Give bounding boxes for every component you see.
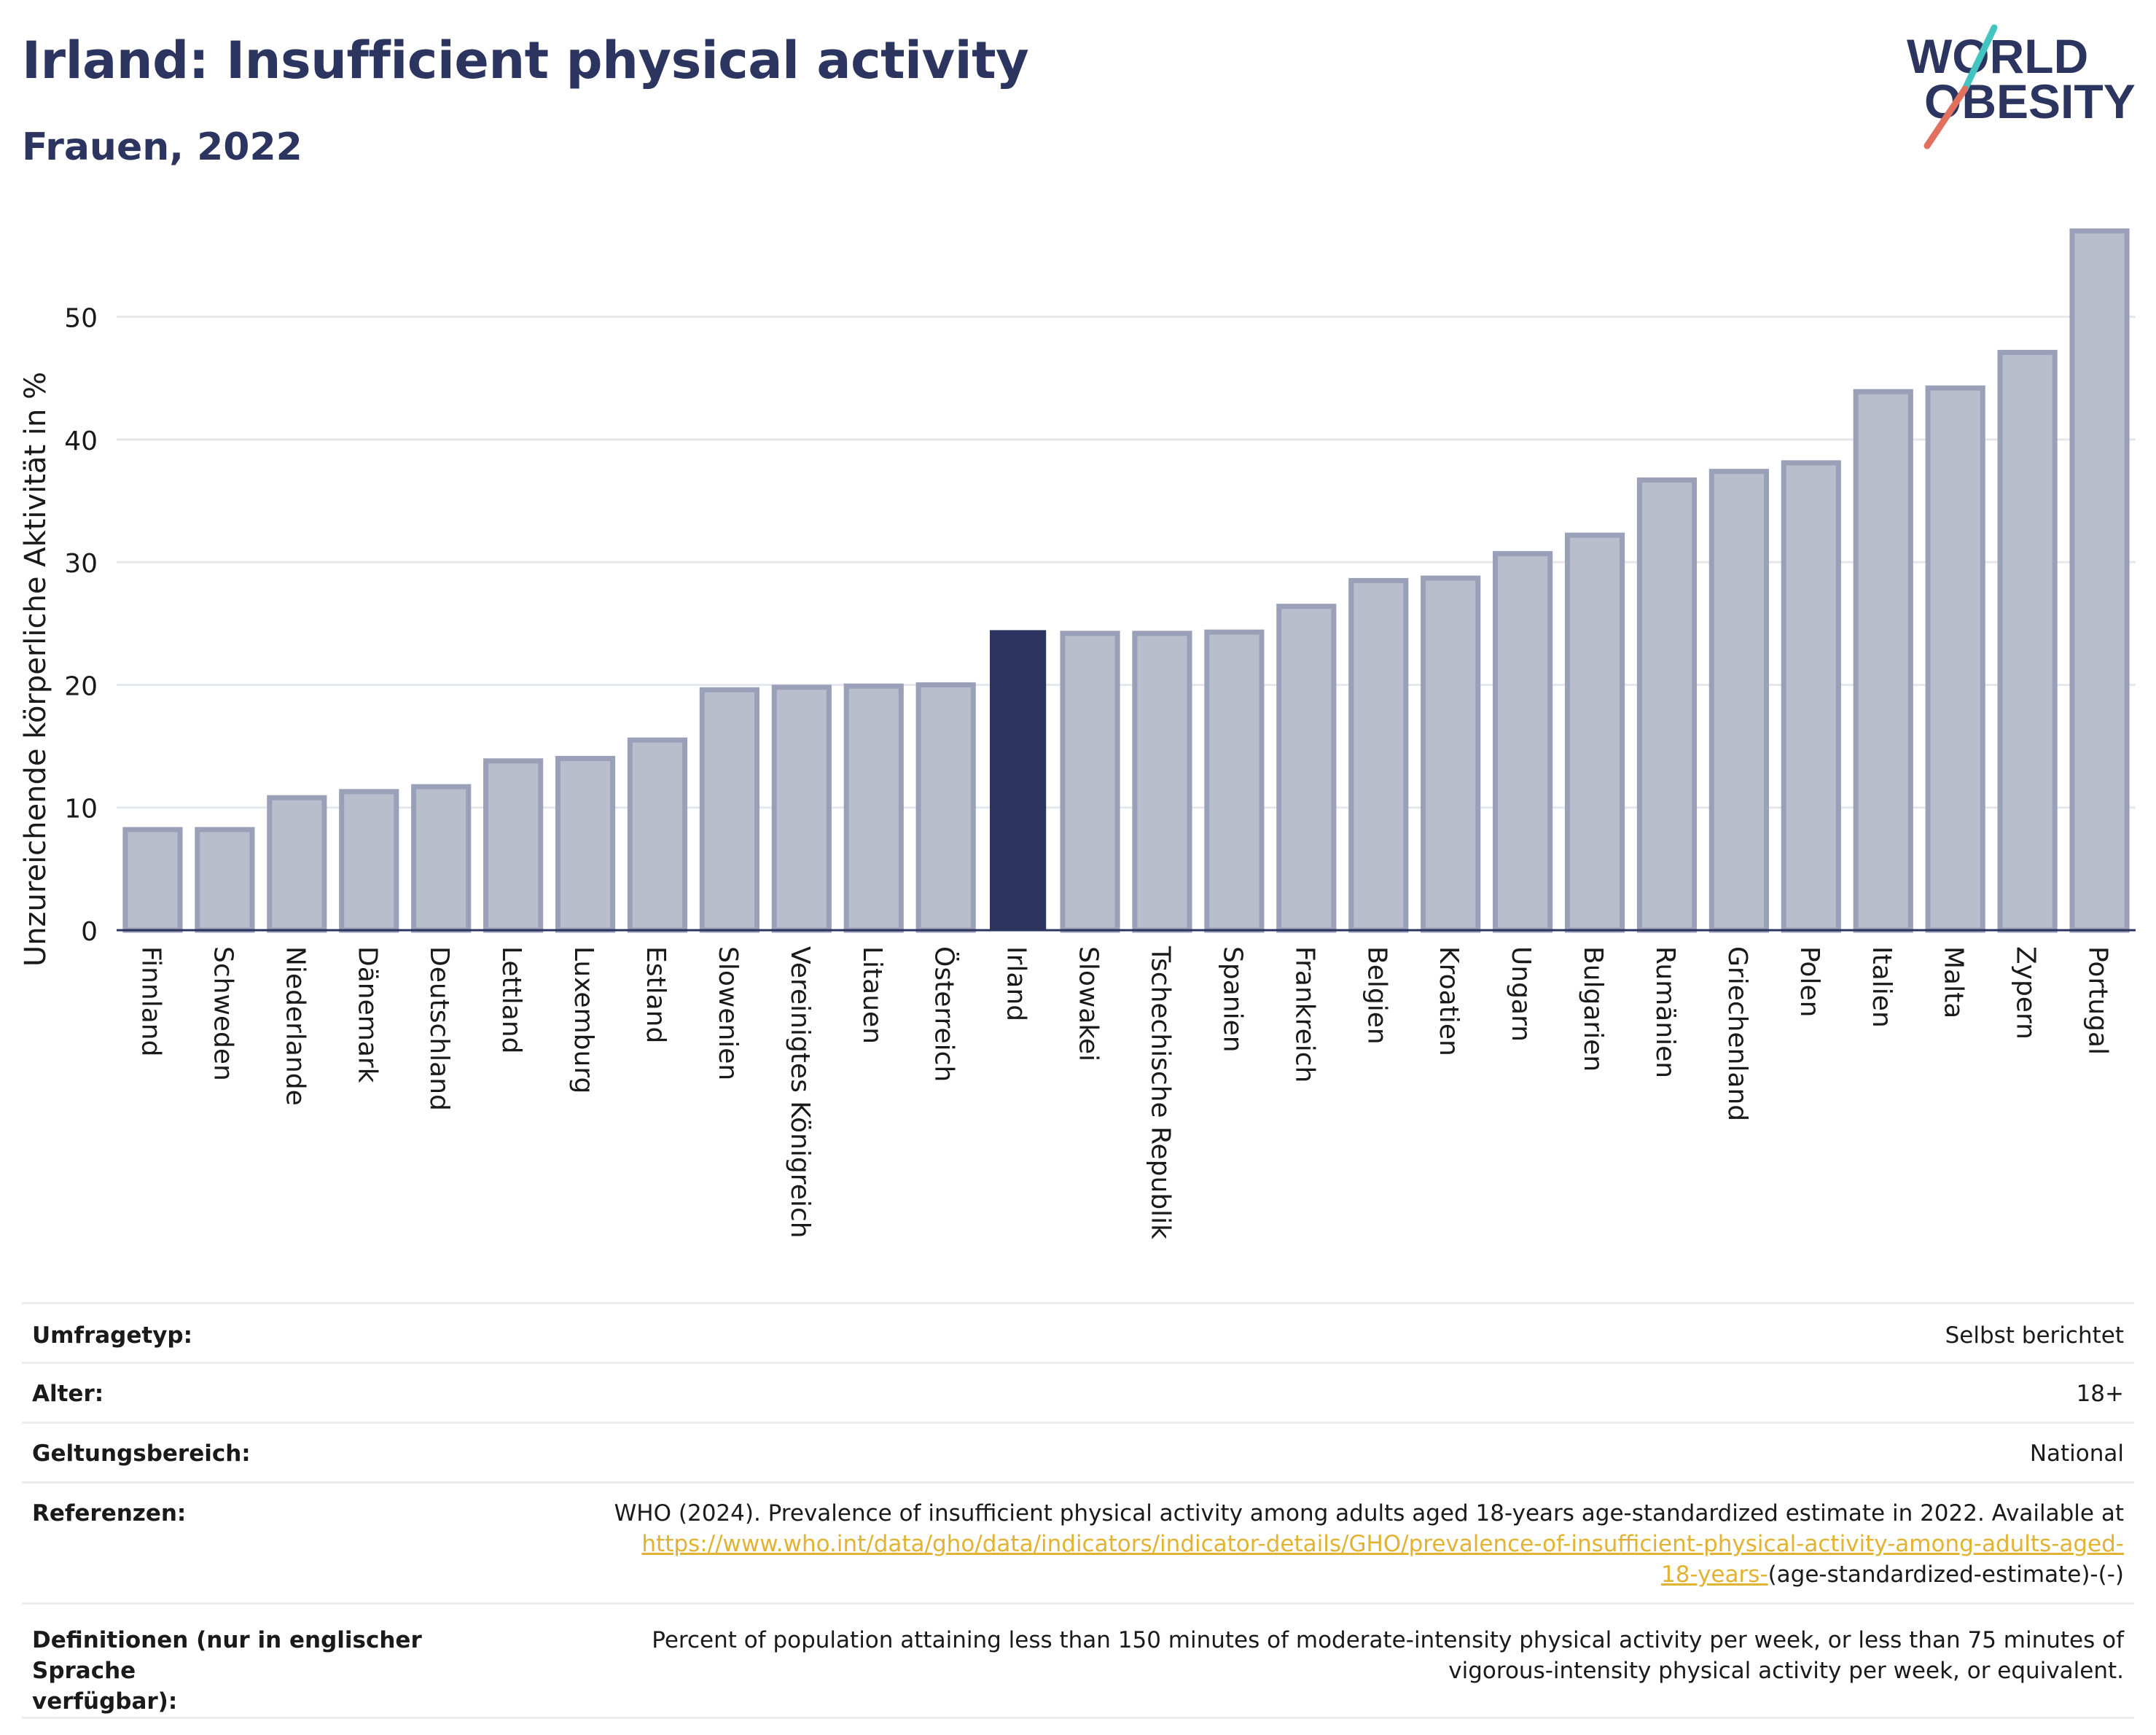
bar-rumänien bbox=[1636, 477, 1698, 933]
bar-griechenland bbox=[1708, 469, 1769, 933]
bar-niederlande bbox=[267, 795, 327, 933]
y-tick-label: 40 bbox=[64, 426, 98, 456]
x-tick-label: Schweden bbox=[208, 946, 238, 1081]
bar-tschechische-republik bbox=[1132, 631, 1192, 933]
y-axis-label: Unzureichende körperliche Aktivität in % bbox=[19, 372, 52, 967]
x-tick-label: Belgien bbox=[1362, 946, 1391, 1045]
bar-bulgarien bbox=[1564, 532, 1625, 933]
meta-label: Geltungsbereich: bbox=[22, 1422, 532, 1483]
bar-lettland bbox=[483, 758, 544, 933]
references-text: WHO (2024). Prevalence of insufficient p… bbox=[614, 1500, 2124, 1527]
bar-vereinigtes-königreich bbox=[771, 685, 832, 933]
x-tick-label: Dänemark bbox=[352, 946, 382, 1083]
bar-spanien bbox=[1204, 629, 1265, 933]
bar-ungarn bbox=[1493, 550, 1553, 933]
bar-portugal bbox=[2069, 228, 2130, 933]
x-tick-label: Bulgarien bbox=[1578, 946, 1608, 1072]
x-tick-label: Luxemburg bbox=[569, 946, 598, 1093]
bar-slowenien bbox=[699, 687, 759, 933]
x-tick-label: Portugal bbox=[2083, 946, 2113, 1055]
bar-irland bbox=[990, 630, 1047, 932]
bar-schweden bbox=[195, 827, 255, 933]
page-subtitle: Frauen, 2022 bbox=[22, 125, 302, 169]
bar-belgien bbox=[1348, 577, 1409, 933]
meta-row-age: Alter: 18+ bbox=[22, 1362, 2134, 1423]
meta-row-scope: Geltungsbereich: National bbox=[22, 1422, 2134, 1483]
x-tick-label: Litauen bbox=[857, 946, 887, 1044]
bar-dänemark bbox=[339, 789, 399, 933]
bar-malta bbox=[1925, 385, 1985, 933]
bar-österreich bbox=[915, 682, 976, 933]
x-tick-label: Rumänien bbox=[1650, 946, 1680, 1078]
x-tick-label: Vereinigtes Königreich bbox=[785, 946, 815, 1239]
page-title: Irland: Insufficient physical activity bbox=[22, 31, 1029, 90]
meta-label: Referenzen: bbox=[22, 1481, 532, 1604]
references-link[interactable]: https://www.who.int/data/gho/data/indica… bbox=[641, 1531, 2124, 1588]
x-tick-label: Estland bbox=[641, 946, 671, 1043]
x-tick-label: Malta bbox=[1939, 946, 1969, 1018]
x-tick-label: Polen bbox=[1794, 946, 1824, 1017]
x-tick-label: Irland bbox=[1001, 946, 1031, 1021]
metadata-table: Umfragetyp: Selbst berichtet Alter: 18+ … bbox=[22, 1302, 2134, 1719]
bar-chart: 0 10 20 30 40 50 Finnland Schweden Niederlande D… bbox=[19, 228, 2136, 1239]
y-tick-label: 50 bbox=[64, 304, 98, 334]
x-tick-label: Spanien bbox=[1217, 946, 1247, 1053]
meta-row-references: Referenzen: WHO (2024). Prevalence of in… bbox=[22, 1481, 2134, 1604]
x-tick-label: Deutschland bbox=[424, 946, 454, 1111]
x-tick-label: Niederlande bbox=[280, 946, 310, 1106]
logo-slash-coral bbox=[1923, 85, 1969, 149]
y-axis-ticks: 0 10 20 30 40 50 bbox=[64, 304, 98, 947]
references-suffix: (age-standardized-estimate)-(-) bbox=[1768, 1562, 2124, 1588]
x-tick-label: Griechenland bbox=[1722, 946, 1752, 1121]
bar-polen bbox=[1781, 460, 1841, 933]
bars bbox=[122, 228, 2130, 933]
meta-row-definitions: Definitionen (nur in englischer Sprache v… bbox=[22, 1602, 2134, 1719]
world-obesity-logo: WORLD OBESITY bbox=[1907, 24, 2136, 149]
meta-value: 18+ bbox=[532, 1362, 2134, 1423]
meta-value: Selbst berichtet bbox=[532, 1302, 2134, 1363]
y-tick-label: 20 bbox=[64, 671, 98, 701]
y-tick-label: 0 bbox=[81, 917, 98, 947]
bar-deutschland bbox=[411, 784, 472, 933]
y-tick-label: 30 bbox=[64, 549, 98, 579]
x-tick-label: Zypern bbox=[2011, 946, 2041, 1040]
x-tick-label: Slowenien bbox=[713, 946, 743, 1080]
bar-luxemburg bbox=[555, 755, 616, 933]
x-axis-ticks: Finnland Schweden Niederlande Dänemark Deuts… bbox=[136, 946, 2112, 1239]
bar-litauen bbox=[843, 683, 904, 933]
meta-row-survey-type: Umfragetyp: Selbst berichtet bbox=[22, 1302, 2134, 1363]
meta-label: Umfragetyp: bbox=[22, 1302, 532, 1363]
bar-frankreich bbox=[1276, 604, 1337, 933]
logo-slash-teal bbox=[1961, 24, 1998, 93]
x-tick-label: Österreich bbox=[929, 946, 960, 1082]
bar-zypern bbox=[1997, 349, 2058, 933]
bar-estland bbox=[627, 737, 688, 933]
meta-label: Definitionen (nur in englischer Sprache v… bbox=[22, 1602, 532, 1719]
y-tick-label: 10 bbox=[64, 795, 98, 824]
x-tick-label: Tschechische Republik bbox=[1145, 946, 1175, 1239]
logo-word-world: WORLD bbox=[1907, 29, 2088, 83]
x-tick-label: Slowakei bbox=[1074, 946, 1104, 1061]
definitions-value: Percent of population attaining less tha… bbox=[532, 1602, 2134, 1719]
meta-value: National bbox=[532, 1422, 2134, 1483]
bar-slowakei bbox=[1060, 631, 1120, 933]
x-tick-label: Ungarn bbox=[1506, 946, 1536, 1042]
x-tick-label: Italien bbox=[1867, 946, 1897, 1028]
references-value: WHO (2024). Prevalence of insufficient p… bbox=[532, 1481, 2134, 1604]
x-tick-label: Lettland bbox=[496, 946, 526, 1054]
x-tick-label: Finnland bbox=[136, 946, 165, 1056]
x-tick-label: Kroatien bbox=[1434, 946, 1464, 1056]
bar-italien bbox=[1853, 389, 1913, 933]
meta-label: Alter: bbox=[22, 1362, 532, 1423]
bar-kroatien bbox=[1421, 575, 1481, 933]
x-tick-label: Frankreich bbox=[1289, 946, 1319, 1083]
bar-finnland bbox=[122, 827, 183, 933]
